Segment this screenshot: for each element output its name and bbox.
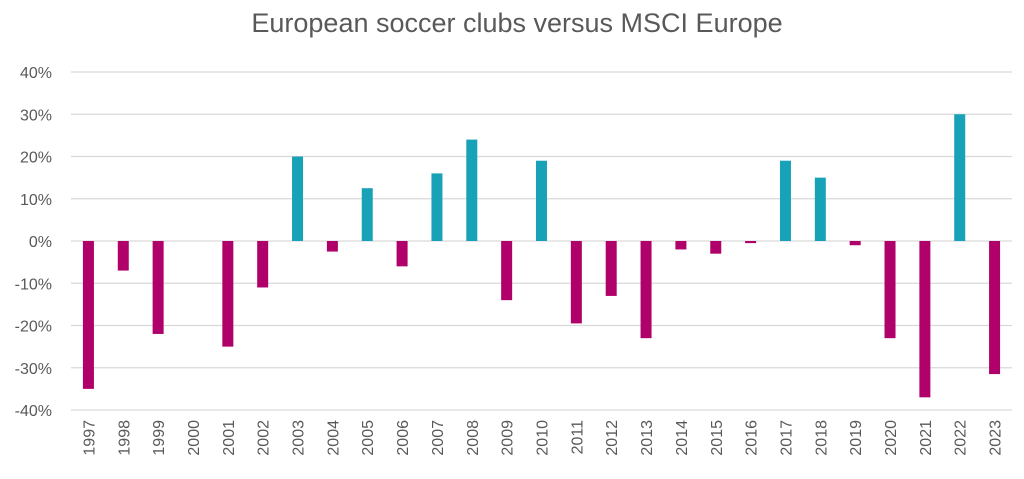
x-tick-label: 2007 [430, 420, 447, 456]
bar-2019 [849, 241, 861, 246]
bar-2001 [222, 241, 234, 347]
x-tick-label: 2000 [186, 420, 203, 456]
bar-1999 [152, 241, 164, 334]
y-tick-label: -40% [15, 403, 52, 420]
y-tick-label: -20% [15, 319, 52, 336]
bar-2014 [675, 241, 687, 250]
x-axis-ticks: 1997 1998 1999 2000 2001 2002 2003 2004 2005 2006… [81, 420, 1004, 456]
bar-2010 [536, 160, 547, 241]
y-tick-label: 30% [20, 107, 52, 124]
y-tick-label: 0% [29, 234, 52, 251]
bar-2007 [431, 173, 443, 241]
bar-2013 [640, 241, 652, 339]
x-tick-label: 2017 [778, 420, 795, 456]
bar-2005 [361, 188, 373, 241]
x-tick-label: 2003 [291, 420, 308, 456]
bars [82, 114, 1001, 398]
chart-title: European soccer clubs versus MSCI Europe [251, 8, 783, 38]
y-tick-label: 20% [20, 150, 52, 167]
x-tick-label: 2021 [918, 420, 935, 456]
x-tick-label: 2020 [883, 420, 900, 456]
bar-2017 [779, 160, 791, 241]
x-tick-label: 2022 [953, 420, 970, 456]
bar-2008 [466, 139, 478, 241]
x-tick-label: 2009 [500, 420, 517, 456]
bar-2002 [257, 241, 269, 288]
y-tick-label: -30% [15, 361, 52, 378]
y-tick-label: -10% [15, 276, 52, 293]
bar-2004 [326, 241, 338, 252]
y-tick-label: 10% [20, 192, 52, 209]
x-tick-label: 2002 [256, 420, 273, 456]
bar-1997 [82, 241, 94, 389]
x-tick-label: 2012 [604, 420, 621, 456]
x-tick-label: 2015 [709, 420, 726, 456]
bar-2022 [954, 114, 966, 241]
x-tick-label: 2016 [744, 420, 761, 456]
x-tick-label: 2018 [813, 420, 830, 456]
x-tick-label: 2008 [465, 420, 482, 456]
bar-1998 [117, 241, 129, 271]
bar-2003 [292, 156, 304, 241]
bar-2023 [989, 241, 1001, 375]
bar-2016 [745, 241, 757, 244]
x-tick-label: 2004 [325, 420, 342, 456]
x-tick-label: 2023 [988, 420, 1005, 456]
x-tick-label: 2001 [221, 420, 238, 456]
x-tick-label: 1997 [81, 420, 98, 456]
x-tick-label: 2011 [569, 420, 586, 455]
bar-2011 [570, 241, 582, 324]
y-axis-ticks: -40% -30% -20% -10% 0% 10% 20% 30% 40% [15, 65, 52, 420]
bar-2018 [814, 177, 826, 241]
y-tick-label: 40% [20, 65, 52, 82]
bar-2009 [501, 241, 513, 301]
bar-2006 [396, 241, 408, 267]
x-tick-label: 2005 [360, 420, 377, 456]
bar-2021 [919, 241, 931, 398]
x-tick-label: 2019 [848, 420, 865, 456]
bar-2012 [605, 241, 617, 296]
x-tick-label: 1998 [116, 420, 133, 456]
x-tick-label: 1999 [151, 420, 168, 456]
bar-2020 [884, 241, 896, 339]
x-tick-label: 2010 [535, 420, 552, 456]
bar-2015 [710, 241, 722, 254]
x-tick-label: 2006 [395, 420, 412, 456]
x-tick-label: 2013 [639, 420, 656, 456]
x-tick-label: 2014 [674, 420, 691, 456]
